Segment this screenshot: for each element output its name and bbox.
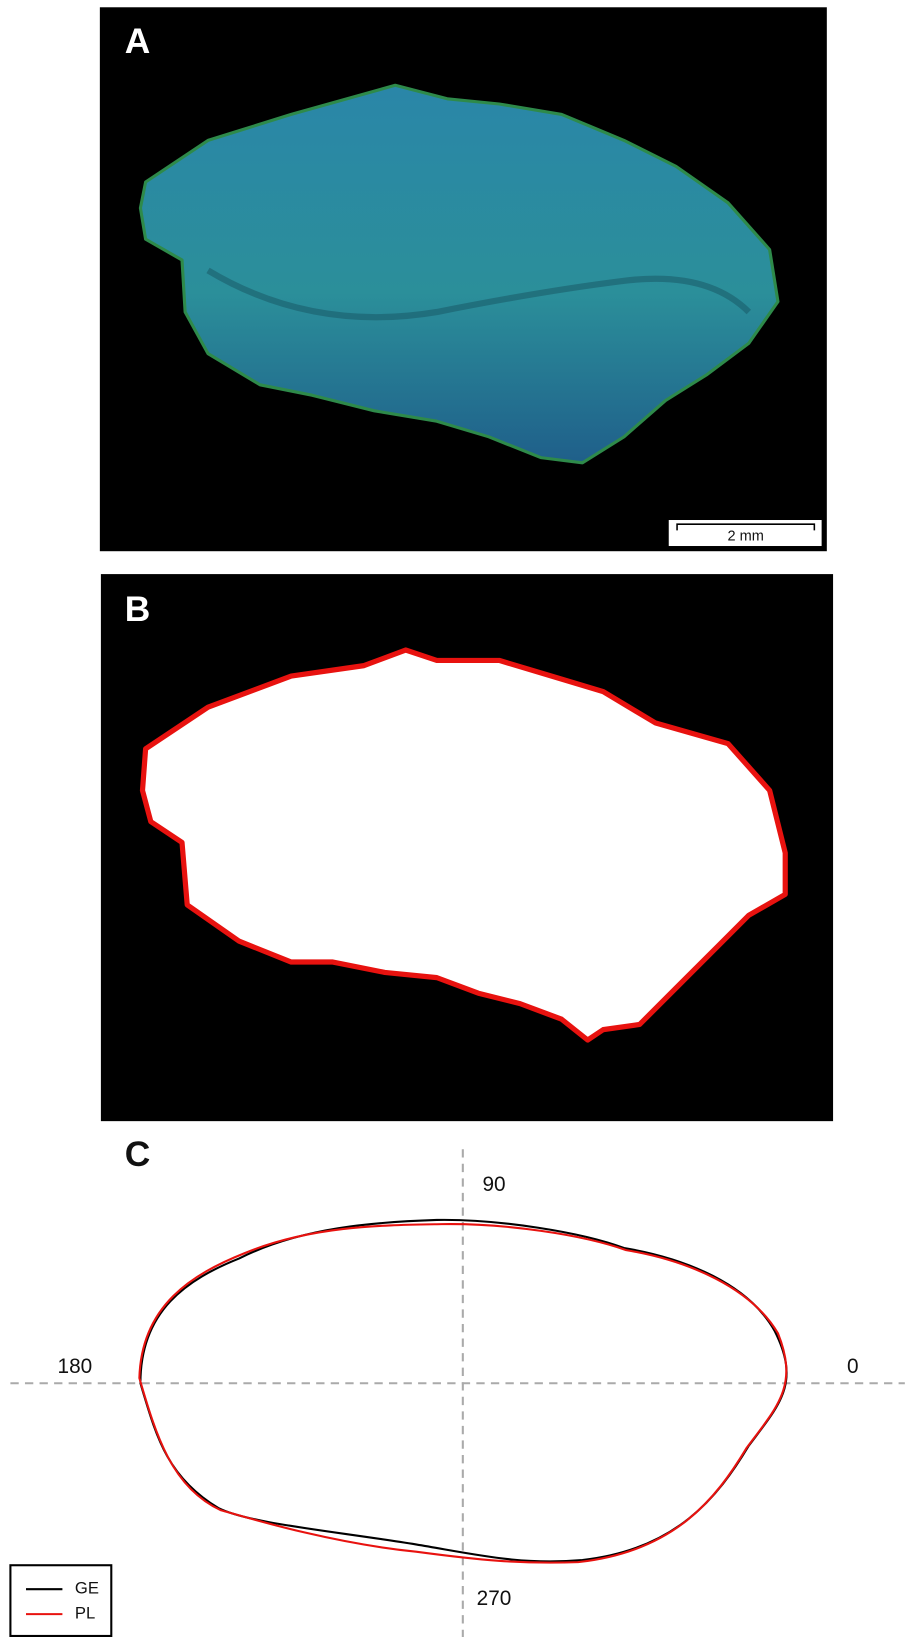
panel-label: C	[125, 1135, 151, 1174]
legend-label: GE	[75, 1579, 99, 1598]
angle-label: 180	[58, 1355, 93, 1378]
scale-bar-label: 2 mm	[728, 528, 764, 544]
panel-label: B	[125, 590, 151, 629]
figure: A 2 mm B C 90 0 180 270 GE PL	[0, 0, 909, 1637]
legend	[10, 1565, 111, 1636]
outline-pl	[139, 1224, 786, 1563]
panel-label: A	[125, 22, 151, 61]
angle-label: 270	[477, 1587, 512, 1610]
legend-label: PL	[75, 1604, 95, 1623]
angle-label: 90	[482, 1173, 505, 1196]
angle-label: 0	[847, 1355, 859, 1378]
